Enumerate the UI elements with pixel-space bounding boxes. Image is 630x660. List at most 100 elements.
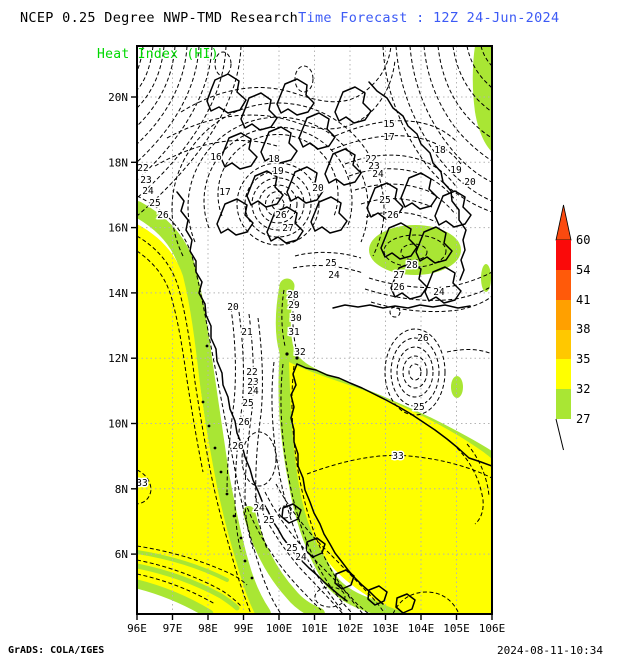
svg-text:23: 23 [140, 175, 151, 186]
svg-text:28: 28 [406, 260, 418, 271]
svg-text:106E: 106E [479, 622, 506, 635]
svg-text:54: 54 [576, 263, 590, 277]
svg-text:26: 26 [417, 333, 429, 344]
svg-text:22: 22 [137, 163, 148, 174]
svg-text:6N: 6N [115, 548, 128, 561]
svg-text:24: 24 [142, 186, 154, 197]
svg-text:20: 20 [227, 302, 239, 313]
svg-text:20: 20 [312, 183, 324, 194]
svg-text:23: 23 [247, 377, 258, 388]
plot-title: NCEP 0.25 Degree NWP-TMD ResearchTime Fo… [20, 10, 559, 26]
svg-text:20: 20 [464, 177, 476, 188]
colorbar: 60 54 41 38 35 32 27 [555, 204, 590, 451]
colorbar-labels: 60 54 41 38 35 32 27 [576, 233, 590, 426]
peninsula-west-green-band [243, 506, 325, 614]
svg-text:19: 19 [450, 165, 462, 176]
svg-text:18: 18 [434, 145, 446, 156]
map-canvas: 2223242526161718192026271517222324252618… [108, 45, 505, 635]
svg-text:26: 26 [387, 210, 399, 221]
svg-text:12N: 12N [108, 352, 128, 365]
svg-text:15: 15 [383, 119, 394, 130]
svg-text:24: 24 [295, 552, 307, 563]
svg-text:25: 25 [263, 515, 274, 526]
svg-text:18N: 18N [108, 156, 128, 169]
svg-text:98E: 98E [198, 622, 218, 635]
colorbar-seg-32-35 [556, 359, 571, 389]
svg-text:25: 25 [325, 258, 336, 269]
svg-text:25: 25 [286, 543, 297, 554]
small-green-spot-east [481, 264, 491, 292]
svg-text:17: 17 [383, 132, 394, 143]
svg-text:17: 17 [219, 187, 230, 198]
svg-text:32: 32 [576, 382, 590, 396]
andaman-green-band [137, 201, 271, 614]
svg-text:25: 25 [242, 398, 253, 409]
svg-text:31: 31 [288, 327, 300, 338]
svg-text:10N: 10N [108, 418, 128, 431]
svg-text:24: 24 [433, 287, 445, 298]
gulf-yellow-field [289, 362, 492, 614]
svg-text:25: 25 [413, 402, 424, 413]
grads-credit: GrADS: COLA/IGES [8, 645, 105, 656]
svg-text:26: 26 [393, 282, 405, 293]
svg-text:32: 32 [294, 347, 305, 358]
latitude-axis: 20N 18N 16N 14N 12N 10N 8N 6N [108, 91, 137, 561]
svg-text:103E: 103E [372, 622, 399, 635]
svg-text:60: 60 [576, 233, 590, 247]
svg-text:101E: 101E [301, 622, 328, 635]
svg-text:22: 22 [365, 154, 376, 165]
andaman-yellow-field [137, 224, 255, 614]
svg-text:105E: 105E [443, 622, 470, 635]
bottomleft-green-streak-1 [137, 579, 214, 614]
svg-text:33: 33 [392, 451, 403, 462]
svg-text:100E: 100E [266, 622, 293, 635]
svg-text:23: 23 [368, 161, 379, 172]
longitude-axis: 96E 97E 98E 99E 100E 101E 102E 103E 104E 105E 106E [127, 614, 505, 635]
colorbar-arrow-top [555, 204, 572, 241]
svg-text:24: 24 [253, 503, 265, 514]
svg-text:26: 26 [275, 210, 287, 221]
svg-text:99E: 99E [234, 622, 254, 635]
svg-text:24: 24 [247, 386, 259, 397]
svg-text:35: 35 [576, 352, 590, 366]
svg-text:41: 41 [576, 293, 590, 307]
svg-text:97E: 97E [163, 622, 183, 635]
svg-text:38: 38 [576, 322, 590, 336]
svg-text:24: 24 [372, 169, 384, 180]
svg-text:26: 26 [238, 417, 250, 428]
svg-text:14N: 14N [108, 287, 128, 300]
svg-text:27: 27 [576, 412, 590, 426]
colorbar-seg-54-60 [556, 240, 571, 270]
svg-text:19: 19 [272, 166, 284, 177]
variable-subtitle: Heat Index (HI) [97, 47, 219, 62]
svg-text:29: 29 [288, 300, 300, 311]
creation-timestamp: 2024-08-11-10:34 [497, 644, 603, 657]
forecast-time-title: Time Forecast : 12Z 24-Jun-2024 [298, 10, 560, 26]
bottomleft-green-streak-2 [137, 563, 240, 611]
svg-text:20N: 20N [108, 91, 128, 104]
svg-text:26: 26 [232, 441, 244, 452]
svg-text:18: 18 [268, 154, 280, 165]
small-green-spot-gulf [451, 376, 463, 398]
svg-text:25: 25 [149, 198, 160, 209]
colorbar-seg-41-54 [556, 270, 571, 300]
svg-text:16: 16 [210, 152, 222, 163]
svg-text:27: 27 [282, 223, 293, 234]
colorbar-seg-38-41 [556, 300, 571, 330]
island-specks [201, 344, 299, 580]
colorbar-tail-bottom [555, 418, 564, 451]
svg-text:26: 26 [157, 210, 169, 221]
colorbar-seg-35-38 [556, 330, 571, 359]
svg-text:21: 21 [241, 327, 253, 338]
svg-text:27: 27 [393, 270, 404, 281]
svg-text:30: 30 [290, 313, 302, 324]
gulf-west-green-band [278, 345, 414, 614]
colorbar-seg-27-32 [556, 389, 571, 419]
svg-text:33: 33 [136, 478, 147, 489]
svg-text:24: 24 [328, 270, 340, 281]
svg-text:96E: 96E [127, 622, 147, 635]
contour-value-labels: 2223242526161718192026271517222324252618… [136, 118, 477, 565]
svg-text:8N: 8N [115, 483, 128, 496]
svg-text:25: 25 [379, 195, 390, 206]
